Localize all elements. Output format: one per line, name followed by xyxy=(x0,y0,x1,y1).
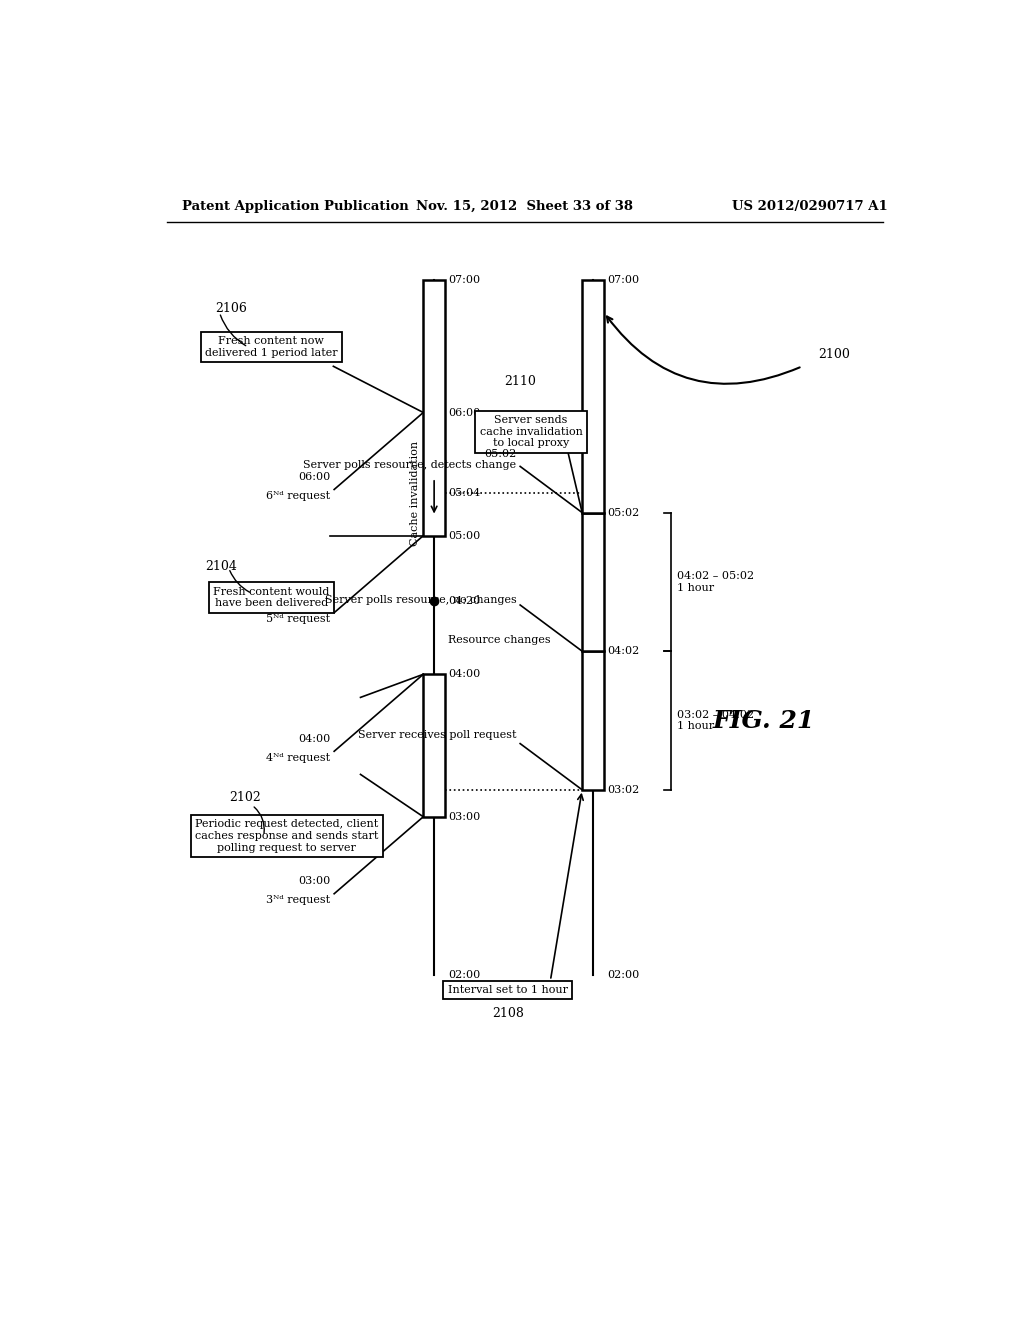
Text: Fresh content now
delivered 1 period later: Fresh content now delivered 1 period lat… xyxy=(205,337,338,358)
Text: 04:00: 04:00 xyxy=(449,669,480,680)
Text: 3ᴺᵈ request: 3ᴺᵈ request xyxy=(266,895,331,906)
Text: 05:02
Server polls resource, detects change: 05:02 Server polls resource, detects cha… xyxy=(303,449,516,470)
Text: 04:20: 04:20 xyxy=(449,597,480,606)
Text: 04:00: 04:00 xyxy=(298,734,331,743)
Bar xyxy=(423,280,445,536)
Text: 07:00: 07:00 xyxy=(607,275,639,285)
Text: 2102: 2102 xyxy=(228,791,260,804)
Text: Fresh content would
have been delivered: Fresh content would have been delivered xyxy=(213,586,330,609)
Bar xyxy=(423,675,445,817)
Text: 03:02 – 04:02
1 hour: 03:02 – 04:02 1 hour xyxy=(677,710,754,731)
Text: Nov. 15, 2012  Sheet 33 of 38: Nov. 15, 2012 Sheet 33 of 38 xyxy=(417,199,633,213)
Bar xyxy=(583,651,604,789)
Text: 07:00: 07:00 xyxy=(449,275,480,285)
Text: 05:04: 05:04 xyxy=(449,488,480,499)
Text: 06:00: 06:00 xyxy=(298,471,331,482)
Text: 04:02: 04:02 xyxy=(607,647,639,656)
Text: 6ᴺᵈ request: 6ᴺᵈ request xyxy=(266,491,331,502)
Text: US 2012/0290717 A1: US 2012/0290717 A1 xyxy=(732,199,888,213)
Text: 4ᴺᵈ request: 4ᴺᵈ request xyxy=(266,752,331,763)
Text: FIG. 21: FIG. 21 xyxy=(713,709,815,733)
Text: Server polls resource, no changes: Server polls resource, no changes xyxy=(325,595,516,605)
Text: 2100: 2100 xyxy=(818,348,850,362)
Text: 2108: 2108 xyxy=(492,1007,523,1019)
Text: 2106: 2106 xyxy=(216,302,248,315)
Text: Cache invalidation: Cache invalidation xyxy=(411,441,420,546)
Text: 03:02: 03:02 xyxy=(607,785,639,795)
Text: 2110: 2110 xyxy=(504,375,536,388)
Text: Periodic request detected, client
caches response and sends start
polling reques: Periodic request detected, client caches… xyxy=(196,820,379,853)
Bar xyxy=(583,280,604,512)
Text: 04:02 – 05:02
1 hour: 04:02 – 05:02 1 hour xyxy=(677,572,754,593)
Text: 05:02: 05:02 xyxy=(607,508,639,517)
Text: 2104: 2104 xyxy=(206,560,238,573)
Text: 06:00: 06:00 xyxy=(449,408,480,417)
Text: Patent Application Publication: Patent Application Publication xyxy=(182,199,409,213)
Bar xyxy=(583,512,604,651)
Text: 03:00: 03:00 xyxy=(449,812,480,822)
Text: 05:00: 05:00 xyxy=(449,531,480,541)
Text: 02:00: 02:00 xyxy=(449,970,480,979)
Text: Server sends
cache invalidation
to local proxy: Server sends cache invalidation to local… xyxy=(479,416,583,449)
Text: Interval set to 1 hour: Interval set to 1 hour xyxy=(447,985,567,995)
Text: 03:00: 03:00 xyxy=(298,876,331,886)
Text: Server receives poll request: Server receives poll request xyxy=(357,730,516,739)
Text: Resource changes: Resource changes xyxy=(449,635,551,644)
Text: 05:00: 05:00 xyxy=(298,595,331,605)
Text: 5ᴺᵈ request: 5ᴺᵈ request xyxy=(266,614,331,624)
Text: 02:00: 02:00 xyxy=(607,970,639,979)
